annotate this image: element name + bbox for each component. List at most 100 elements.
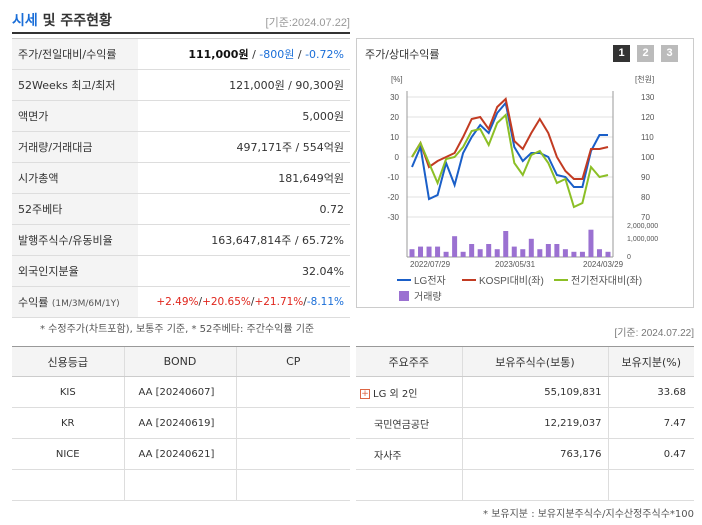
table-row: 국민연금공단 12,219,037 7.47 <box>356 407 694 439</box>
volume-bar <box>588 229 594 257</box>
column-header: 신용등급 <box>12 346 124 377</box>
column-header: 주요주주 <box>356 346 462 377</box>
volume-bar <box>418 246 424 257</box>
volume-tick-label: 0 <box>627 254 631 261</box>
row-value: 32.04% <box>138 255 350 287</box>
row-value: 0.72 <box>138 193 350 225</box>
holder-cell: 자사주 <box>356 438 462 470</box>
right-unit-label: [천원] <box>635 74 654 84</box>
volume-bar <box>528 238 534 257</box>
cp-cell <box>235 438 350 470</box>
column-header: 보유지분(%) <box>607 346 694 377</box>
row-label: 시가총액 <box>12 162 138 194</box>
table-row: 52Weeks 최고/최저 121,000원 / 90,300원 <box>12 69 350 101</box>
right-tick-label: 90 <box>641 173 650 182</box>
holder-name-link[interactable]: LG 외 2인 <box>373 388 418 400</box>
series-line-KOSPI대비(좌) <box>411 97 609 180</box>
table-row: 거래량/거래대금 497,171주 / 554억원 <box>12 131 350 163</box>
volume-bar <box>426 246 432 257</box>
volume-bar <box>511 246 517 257</box>
stake-cell <box>607 469 694 501</box>
table-row: 시가총액 181,649억원 <box>12 162 350 194</box>
row-value: 5,000원 <box>138 100 350 132</box>
table-header-row: 신용등급 BOND CP <box>12 346 350 377</box>
table-row: 외국인지분율 32.04% <box>12 255 350 287</box>
right-tick-label: 120 <box>641 113 655 122</box>
stake-cell: 7.47 <box>607 407 694 439</box>
price-change: -800원 <box>259 48 295 61</box>
return-3m: +20.65% <box>202 296 251 308</box>
row-label: 액면가 <box>12 100 138 132</box>
holder-cell: 국민연금공단 <box>356 407 462 439</box>
base-date: [기준:2024.07.22] <box>265 17 350 29</box>
column-header: 보유주식수(보통) <box>461 346 608 377</box>
column-header: BOND <box>123 346 236 377</box>
left-tick-label: 20 <box>390 113 399 122</box>
cp-cell <box>235 376 350 408</box>
volume-bar <box>452 236 458 257</box>
table-row <box>356 469 694 501</box>
legend-label: KOSPI대비(좌) <box>479 275 544 287</box>
return-6m: +21.71% <box>254 296 304 308</box>
volume-bar <box>605 251 611 257</box>
shares-cell: 763,176 <box>461 438 608 470</box>
volume-bar <box>537 249 543 257</box>
series-line-전기전자대비(좌) <box>411 113 609 209</box>
chart-title: 주가/상대수익률 <box>365 48 440 61</box>
price-summary-table: 주가/전일대비/수익률 111,000원 / -800원 / -0.72% 52… <box>12 38 350 318</box>
volume-bar <box>545 244 551 257</box>
right-tick-label: 110 <box>641 133 654 142</box>
return-1y: -8.11% <box>306 296 344 308</box>
table-row: KR AA [20240619] <box>12 407 350 439</box>
footnote-stake: * 보유지분 : 보유지분주식수/지수산정주식수*100 <box>483 509 694 520</box>
section-title-market: 시세 <box>12 13 38 29</box>
expand-plus-icon[interactable]: + <box>360 388 370 399</box>
table-row: 자사주 763,176 0.47 <box>356 438 694 470</box>
return-1m: +2.49% <box>156 296 199 308</box>
row-value: 181,649억원 <box>138 162 350 194</box>
agency-cell: KR <box>12 407 124 439</box>
shares-cell: 55,109,831 <box>461 376 608 408</box>
footnote-adjusted-price: * 수정주가(차트포함), 보통주 기준, * 52주베타: 주간수익률 기준 <box>40 324 315 335</box>
volume-bar <box>562 249 568 257</box>
table-row: 주가/전일대비/수익률 111,000원 / -800원 / -0.72% <box>12 38 350 70</box>
left-tick-label: 0 <box>395 153 400 162</box>
holder-cell <box>356 469 462 501</box>
left-tick-label: 30 <box>390 93 399 102</box>
table-row <box>12 469 350 501</box>
cp-cell <box>235 469 350 501</box>
agency-cell: KIS <box>12 376 124 408</box>
table-row: KIS AA [20240607] <box>12 376 350 408</box>
chart-page-2-button[interactable]: 2 <box>637 45 654 62</box>
legend-label: 거래량 <box>414 291 442 303</box>
volume-bar <box>579 251 585 257</box>
chart-page-1-button[interactable]: 1 <box>613 45 630 62</box>
volume-bar <box>520 249 526 257</box>
cp-cell <box>235 407 350 439</box>
volume-bar <box>460 251 466 257</box>
stake-cell: 33.68 <box>607 376 694 408</box>
row-label: 외국인지분율 <box>12 255 138 287</box>
major-shareholders-table: 주요주주 보유주식수(보통) 보유지분(%) + LG 외 2인 55,109,8… <box>356 346 694 501</box>
series-line-LG전자 <box>411 100 608 201</box>
table-row: 액면가 5,000원 <box>12 100 350 132</box>
table-row: NICE AA [20240621] <box>12 438 350 470</box>
legend-label: LG전자 <box>414 275 446 287</box>
left-tick-label: -10 <box>387 173 399 182</box>
volume-bar <box>477 249 483 257</box>
volume-bar <box>486 244 492 257</box>
holders-base-date: [기준: 2024.07.22] <box>614 328 694 339</box>
row-value: 111,000원 / -800원 / -0.72% <box>138 38 350 70</box>
legend-label: 전기전자대비(좌) <box>571 275 642 287</box>
holder-cell: + LG 외 2인 <box>356 376 462 408</box>
row-label: 발행주식수/유동비율 <box>12 224 138 256</box>
volume-bar <box>469 244 475 257</box>
volume-bar <box>409 249 415 257</box>
row-label: 수익률 (1M/3M/6M/1Y) <box>12 286 138 318</box>
chart-page-3-button[interactable]: 3 <box>661 45 678 62</box>
bond-cell: AA [20240621] <box>123 438 236 470</box>
left-tick-label: -20 <box>387 193 399 202</box>
column-header: CP <box>235 346 350 377</box>
right-tick-label: 70 <box>641 213 650 222</box>
volume-bar <box>494 249 500 257</box>
